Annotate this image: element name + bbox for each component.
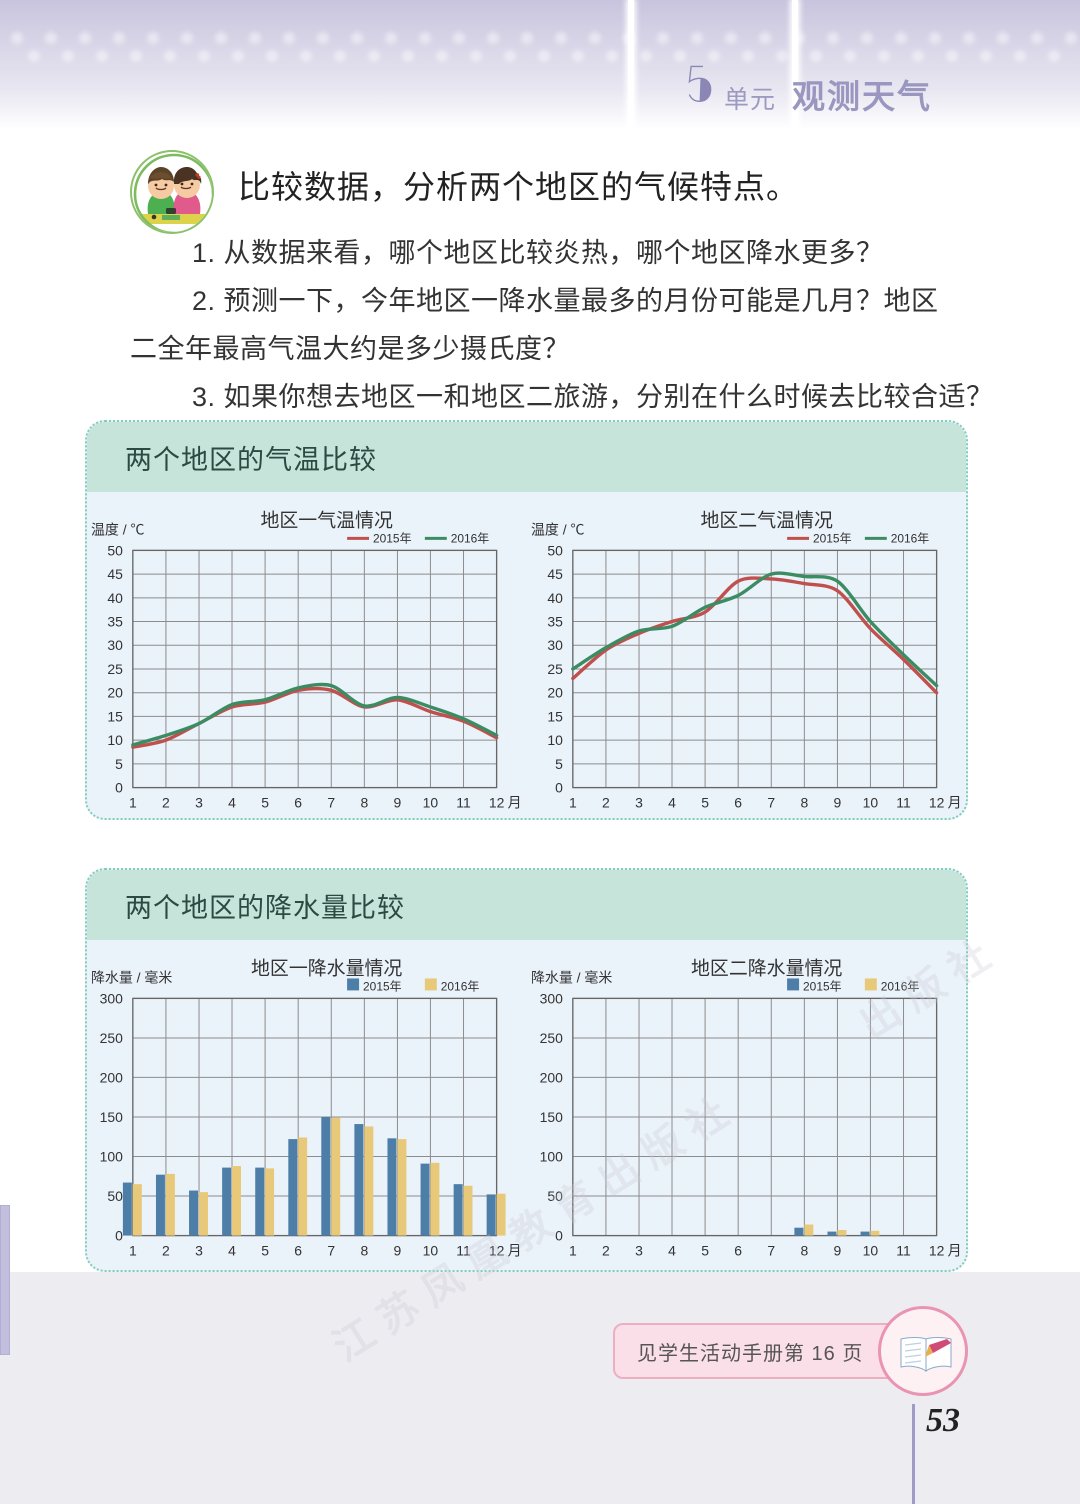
- svg-text:35: 35: [107, 614, 123, 630]
- svg-text:温度 / ℃: 温度 / ℃: [530, 521, 583, 537]
- svg-text:5: 5: [115, 756, 123, 772]
- svg-text:300: 300: [100, 990, 124, 1006]
- svg-text:10: 10: [423, 795, 439, 811]
- svg-text:250: 250: [100, 1030, 124, 1046]
- svg-text:2015年: 2015年: [373, 531, 412, 545]
- svg-text:地区一气温情况: 地区一气温情况: [260, 509, 393, 531]
- svg-text:250: 250: [539, 1030, 563, 1046]
- svg-text:10: 10: [107, 732, 123, 748]
- svg-text:5: 5: [261, 1243, 269, 1259]
- svg-text:35: 35: [547, 614, 563, 630]
- svg-text:50: 50: [547, 542, 563, 558]
- svg-text:6: 6: [734, 795, 742, 811]
- svg-text:12: 12: [489, 795, 505, 811]
- svg-text:100: 100: [100, 1149, 124, 1165]
- svg-text:15: 15: [547, 708, 563, 724]
- svg-text:5: 5: [555, 756, 563, 772]
- svg-text:温度 / ℃: 温度 / ℃: [91, 521, 144, 537]
- svg-text:9: 9: [833, 1243, 841, 1259]
- svg-text:2015年: 2015年: [813, 531, 852, 545]
- svg-text:45: 45: [547, 566, 563, 582]
- svg-text:25: 25: [547, 661, 563, 677]
- svg-text:地区一降水量情况: 地区一降水量情况: [251, 957, 402, 979]
- svg-text:12: 12: [928, 1243, 944, 1259]
- svg-text:4: 4: [668, 1243, 676, 1259]
- svg-text:月: 月: [947, 795, 961, 811]
- svg-text:40: 40: [547, 590, 563, 606]
- svg-text:6: 6: [294, 795, 302, 811]
- svg-text:200: 200: [539, 1069, 563, 1085]
- svg-text:4: 4: [228, 1243, 236, 1259]
- svg-text:6: 6: [294, 1243, 302, 1259]
- svg-text:3: 3: [635, 795, 643, 811]
- svg-text:8: 8: [800, 1243, 808, 1259]
- svg-text:10: 10: [862, 1243, 878, 1259]
- svg-text:6: 6: [734, 1243, 742, 1259]
- svg-text:50: 50: [107, 542, 123, 558]
- svg-text:10: 10: [862, 795, 878, 811]
- svg-text:2: 2: [162, 1243, 170, 1259]
- svg-text:7: 7: [327, 795, 335, 811]
- svg-text:2015年: 2015年: [803, 979, 842, 993]
- svg-text:4: 4: [228, 795, 236, 811]
- svg-text:12: 12: [928, 795, 944, 811]
- svg-text:30: 30: [107, 637, 123, 653]
- svg-text:5: 5: [701, 795, 709, 811]
- svg-text:45: 45: [107, 566, 123, 582]
- svg-text:10: 10: [547, 732, 563, 748]
- svg-text:40: 40: [107, 590, 123, 606]
- svg-text:3: 3: [195, 795, 203, 811]
- svg-text:15: 15: [107, 708, 123, 724]
- svg-text:0: 0: [115, 1228, 123, 1244]
- svg-text:2015年: 2015年: [363, 979, 402, 993]
- svg-text:2: 2: [162, 795, 170, 811]
- svg-text:2016年: 2016年: [441, 979, 480, 993]
- svg-text:月: 月: [947, 1243, 961, 1259]
- svg-text:2016年: 2016年: [451, 531, 490, 545]
- svg-text:5: 5: [701, 1243, 709, 1259]
- svg-text:1: 1: [129, 795, 137, 811]
- svg-text:7: 7: [767, 795, 775, 811]
- svg-text:9: 9: [394, 1243, 402, 1259]
- svg-text:1: 1: [568, 1243, 576, 1259]
- svg-text:20: 20: [547, 685, 563, 701]
- svg-text:11: 11: [896, 1243, 911, 1259]
- svg-text:30: 30: [547, 637, 563, 653]
- svg-text:0: 0: [555, 780, 563, 796]
- svg-text:9: 9: [394, 795, 402, 811]
- svg-text:降水量 / 毫米: 降水量 / 毫米: [91, 969, 172, 985]
- svg-text:0: 0: [115, 780, 123, 796]
- svg-text:150: 150: [539, 1109, 563, 1125]
- svg-text:9: 9: [833, 795, 841, 811]
- svg-text:地区二降水量情况: 地区二降水量情况: [690, 957, 841, 979]
- svg-text:3: 3: [195, 1243, 203, 1259]
- svg-text:4: 4: [668, 795, 676, 811]
- svg-text:150: 150: [100, 1109, 124, 1125]
- svg-text:3: 3: [635, 1243, 643, 1259]
- svg-text:2: 2: [602, 1243, 610, 1259]
- svg-text:11: 11: [896, 795, 911, 811]
- svg-text:8: 8: [360, 795, 368, 811]
- svg-text:7: 7: [767, 1243, 775, 1259]
- svg-text:20: 20: [107, 685, 123, 701]
- svg-text:11: 11: [456, 795, 471, 811]
- svg-text:2: 2: [602, 795, 610, 811]
- svg-text:降水量 / 毫米: 降水量 / 毫米: [530, 969, 611, 985]
- svg-text:7: 7: [327, 1243, 335, 1259]
- svg-text:1: 1: [568, 795, 576, 811]
- svg-text:25: 25: [107, 661, 123, 677]
- svg-text:200: 200: [100, 1069, 124, 1085]
- svg-text:100: 100: [539, 1149, 563, 1165]
- svg-text:8: 8: [800, 795, 808, 811]
- svg-text:5: 5: [261, 795, 269, 811]
- svg-text:地区二气温情况: 地区二气温情况: [700, 509, 833, 531]
- svg-text:2016年: 2016年: [890, 531, 929, 545]
- svg-text:300: 300: [539, 990, 563, 1006]
- svg-text:8: 8: [360, 1243, 368, 1259]
- svg-text:50: 50: [107, 1188, 123, 1204]
- svg-text:1: 1: [129, 1243, 137, 1259]
- svg-text:月: 月: [508, 795, 522, 811]
